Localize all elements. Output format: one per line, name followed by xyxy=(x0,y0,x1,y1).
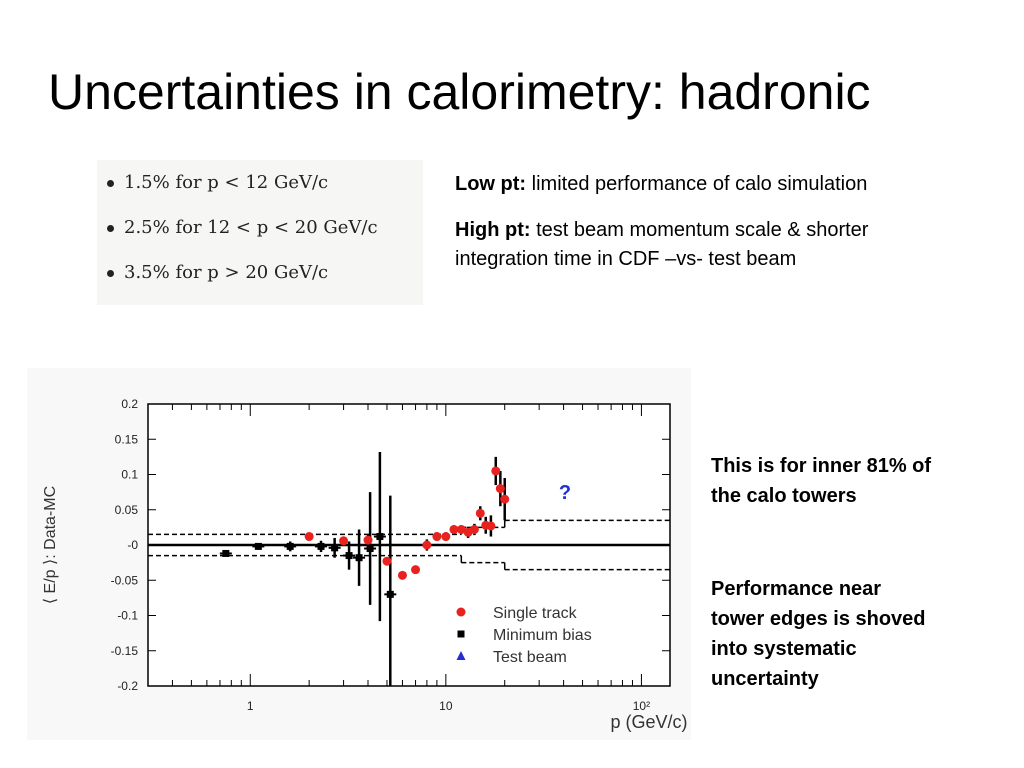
chart-panel: 0.2 0.15 0.1 0.05 -0 -0.05 -0.1 -0.15 -0.2 1 10 10… xyxy=(27,368,691,740)
note-line: into systematic xyxy=(711,638,857,660)
y-tick-label: 0.05 xyxy=(115,503,139,517)
low-pt-description: Low pt: limited performance of calo simu… xyxy=(455,170,867,199)
y-tick-label: 0.2 xyxy=(121,397,138,411)
data-point xyxy=(456,524,466,534)
bullet-text: 2.5% for 12 < p < 20 GeV/c xyxy=(124,217,378,238)
low-pt-text: limited performance of calo simulation xyxy=(531,173,868,195)
bullet-dot-icon xyxy=(107,179,114,187)
uncertainty-bullet-list: 1.5% for p < 12 GeV/c 2.5% for 12 < p < … xyxy=(97,160,423,305)
x-tick-label: 10² xyxy=(633,699,650,713)
data-point xyxy=(366,545,374,553)
data-point xyxy=(475,508,485,518)
data-point xyxy=(331,544,339,552)
data-point xyxy=(422,540,432,550)
note-line: Performance near xyxy=(711,578,882,600)
data-point xyxy=(355,554,363,562)
y-tick-label: -0.2 xyxy=(117,679,138,693)
ep-data-mc-chart: 0.2 0.15 0.1 0.05 -0 -0.05 -0.1 -0.15 -0.2 1 10 10… xyxy=(42,397,688,732)
data-point xyxy=(469,524,479,534)
note-line: tower edges is shoved xyxy=(711,608,926,630)
bullet-item: 1.5% for p < 12 GeV/c xyxy=(107,172,328,193)
y-tick-label: 0.1 xyxy=(121,468,138,482)
high-pt-text-line-2: integration time in CDF –vs- test beam xyxy=(455,248,797,270)
tower-edges-note: Performance near tower edges is shoved i… xyxy=(711,574,926,694)
low-pt-label: Low pt: xyxy=(455,173,527,195)
data-point xyxy=(345,552,353,560)
data-point xyxy=(486,521,496,531)
legend-label: Single track xyxy=(493,605,578,622)
y-tick-label: -0.05 xyxy=(111,573,139,587)
data-point xyxy=(411,565,421,575)
x-tick-label: 10 xyxy=(439,699,453,713)
high-pt-label: High pt: xyxy=(455,219,531,241)
data-point xyxy=(432,532,442,542)
data-point xyxy=(386,590,394,598)
bullet-item: 2.5% for 12 < p < 20 GeV/c xyxy=(107,217,378,238)
data-point xyxy=(491,466,501,476)
inner-towers-note: This is for inner 81% of the calo towers xyxy=(711,451,931,511)
slide-title: Uncertainties in calorimetry: hadronic xyxy=(48,64,871,120)
data-point xyxy=(304,532,314,542)
y-tick-label: -0.1 xyxy=(117,609,138,623)
legend-label: Test beam xyxy=(493,649,567,666)
y-tick-label: -0.15 xyxy=(111,644,139,658)
data-point xyxy=(500,494,510,504)
data-point xyxy=(254,542,262,550)
legend-marker xyxy=(456,651,466,660)
high-pt-description: High pt: test beam momentum scale & shor… xyxy=(455,216,868,274)
data-point xyxy=(397,570,407,580)
y-tick-label: -0 xyxy=(127,538,138,552)
data-point xyxy=(449,524,459,534)
y-tick-label: 0.15 xyxy=(115,432,139,446)
data-point xyxy=(376,533,384,541)
bullet-dot-icon xyxy=(107,269,114,277)
data-point xyxy=(339,536,349,546)
bullet-text: 1.5% for p < 12 GeV/c xyxy=(124,172,329,193)
data-point xyxy=(286,542,294,550)
data-point xyxy=(382,556,392,566)
legend-marker xyxy=(457,630,465,638)
bullet-item: 3.5% for p > 20 GeV/c xyxy=(107,262,328,283)
high-pt-text-line-1: test beam momentum scale & shorter xyxy=(536,219,869,241)
data-point xyxy=(363,535,373,545)
chart-legend: Single track Minimum bias Test beam xyxy=(456,605,592,666)
legend-label: Minimum bias xyxy=(493,627,592,644)
note-line: the calo towers xyxy=(711,485,857,507)
data-point xyxy=(495,484,505,494)
x-axis-label: p (GeV/c) xyxy=(610,712,687,732)
data-point xyxy=(222,549,230,557)
y-axis-label: ⟨ E/p ⟩: Data-MC xyxy=(42,486,59,604)
x-tick-label: 1 xyxy=(247,699,254,713)
legend-marker xyxy=(456,607,466,617)
bullet-text: 3.5% for p > 20 GeV/c xyxy=(124,262,329,283)
note-line: This is for inner 81% of xyxy=(711,455,932,477)
question-annotation: ? xyxy=(559,482,571,504)
note-line: uncertainty xyxy=(711,668,819,690)
data-point xyxy=(441,532,451,542)
data-point xyxy=(317,542,325,550)
bullet-dot-icon xyxy=(107,224,114,232)
